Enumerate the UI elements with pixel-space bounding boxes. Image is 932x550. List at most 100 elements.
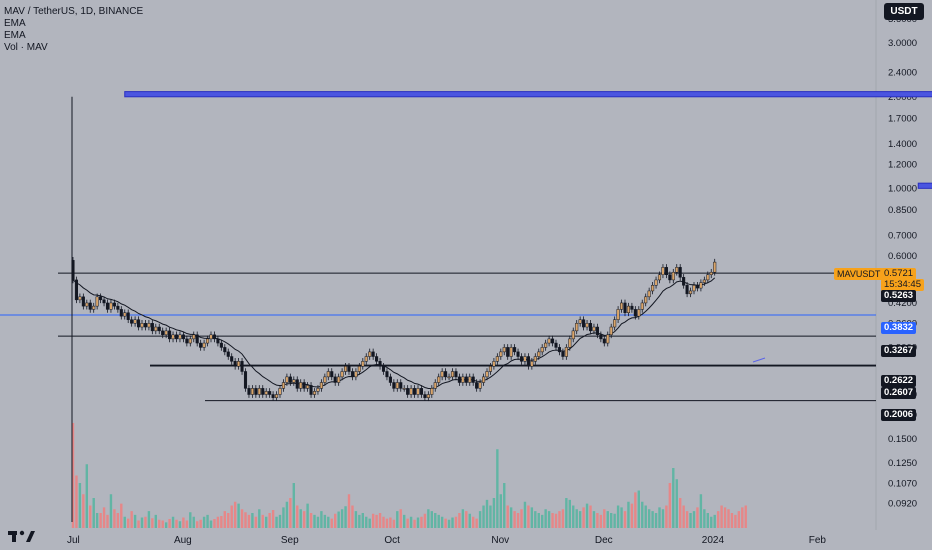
volume-bar (513, 511, 516, 528)
candle-body (592, 326, 596, 332)
indicator-ema-2[interactable]: EMA (4, 30, 26, 41)
volume-bar (603, 509, 606, 528)
candle-body (406, 388, 410, 395)
candle-body (654, 279, 658, 286)
candle-body (126, 312, 130, 320)
candle-body (195, 334, 199, 344)
candle-body (85, 302, 89, 307)
volume-bar (568, 499, 571, 528)
volume-bar (185, 520, 189, 528)
candle-body (557, 347, 562, 353)
x-tick-label: 2024 (702, 535, 725, 546)
indicator-volume[interactable]: Vol · MAV (4, 42, 48, 53)
candle-body (399, 382, 403, 389)
resistance-zone-1 (124, 91, 932, 98)
volume-bar (199, 519, 202, 528)
candle-body (440, 371, 444, 378)
candle-body (571, 330, 575, 340)
volume-bar (565, 498, 568, 528)
candle-body (119, 309, 123, 317)
volume-bar (613, 513, 616, 528)
volume-bar (123, 516, 126, 528)
volume-bar (358, 514, 361, 528)
volume-bar (99, 513, 102, 528)
candle-body (526, 356, 530, 367)
volume-bar (396, 511, 399, 528)
volume-bar (271, 510, 275, 528)
candle-body (368, 351, 372, 357)
candle-body (154, 326, 158, 332)
volume-bar (403, 514, 406, 528)
candle-body (364, 356, 368, 362)
volume-bar (113, 509, 116, 528)
candle-body (599, 334, 603, 340)
volume-bar (554, 513, 558, 528)
volume-bar (675, 479, 678, 528)
candle-body (540, 347, 544, 353)
currency-button[interactable]: USDT (884, 3, 924, 20)
indicator-ema-1[interactable]: EMA (4, 18, 26, 29)
candle-body (340, 371, 344, 378)
tradingview-logo-icon[interactable] (8, 528, 42, 544)
volume-bar (716, 511, 720, 528)
volume-bar (744, 505, 747, 528)
candle-body (647, 290, 651, 298)
volume-bar (292, 483, 295, 528)
volume-bar (599, 514, 603, 528)
candle-body (464, 376, 468, 383)
volume-bar (451, 517, 454, 528)
candle-body (344, 366, 348, 372)
volume-bar (223, 511, 226, 528)
volume-bar (213, 519, 216, 528)
volume-bar (737, 511, 741, 528)
volume-bar (541, 514, 544, 528)
candle-body (333, 376, 337, 383)
candle-body (699, 282, 703, 289)
volume-bar (547, 511, 551, 528)
candle-body (433, 382, 437, 389)
candle-body (692, 285, 696, 292)
candle-body (81, 296, 85, 307)
level-tag-0-2622: 0.2622 (881, 375, 917, 387)
candle-body (171, 334, 175, 340)
volume-bar (175, 519, 178, 528)
level-tag-0-3267: 0.3267 (881, 345, 917, 357)
candle-body (468, 376, 472, 383)
volume-bar (334, 513, 337, 528)
candle-body (130, 319, 134, 324)
candle-body (513, 347, 517, 353)
candle-body (695, 285, 700, 289)
volume-bar (634, 492, 637, 528)
volume-bar (696, 507, 699, 528)
candle-body (212, 334, 216, 340)
candle-body (202, 342, 206, 348)
symbol-tag: MAVUSDT (834, 268, 884, 280)
candle-body (633, 309, 637, 317)
candle-body (192, 334, 196, 340)
candle-body (112, 302, 116, 307)
volume-bar (178, 521, 182, 528)
volume-bar (330, 518, 333, 528)
volume-bar (530, 507, 534, 528)
volume-bar (320, 511, 323, 528)
volume-bar (496, 449, 499, 528)
candle-body (495, 356, 499, 362)
volume-bar (447, 519, 451, 528)
volume-bar (85, 464, 88, 528)
volume-bar (468, 513, 471, 528)
volume-bar (202, 516, 206, 528)
volume-bar (620, 507, 623, 528)
candle-body (664, 267, 668, 275)
volume-bar (382, 516, 385, 528)
candle-body (109, 302, 113, 310)
volume-bar (506, 505, 509, 528)
volume-bar (475, 518, 478, 528)
volume-bar (327, 516, 330, 528)
volume-bar (182, 517, 185, 528)
candle-body (378, 361, 382, 367)
candle-body (88, 302, 92, 310)
candle-body (302, 382, 306, 389)
y-tick-label: 0.6000 (888, 251, 917, 262)
volume-bar (551, 513, 554, 528)
